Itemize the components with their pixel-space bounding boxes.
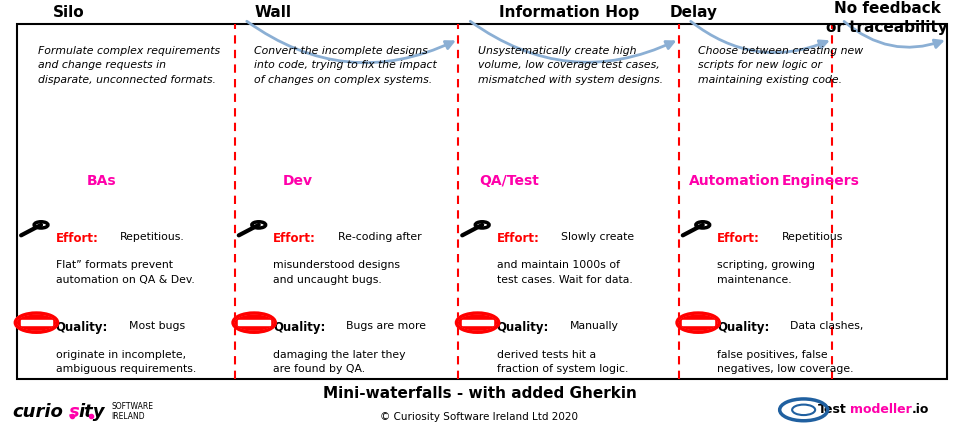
Text: Repetitious.: Repetitious. [120, 232, 185, 242]
Circle shape [15, 313, 58, 332]
Text: Manually: Manually [570, 321, 619, 331]
Text: Effort:: Effort: [273, 232, 316, 245]
Text: Most bugs: Most bugs [129, 321, 185, 331]
Text: Silo: Silo [53, 5, 84, 20]
Text: originate in incomplete,
ambiguous requirements.: originate in incomplete, ambiguous requi… [56, 350, 196, 374]
Text: Effort:: Effort: [56, 232, 99, 245]
Text: or traceability: or traceability [827, 20, 947, 34]
Bar [17, 24, 947, 379]
Bar [683, 320, 714, 325]
Text: derived tests hit a
fraction of system logic.: derived tests hit a fraction of system l… [497, 350, 628, 374]
Text: Bugs are more: Bugs are more [346, 321, 426, 331]
Text: curio: curio [12, 403, 63, 421]
Text: Engineers: Engineers [782, 174, 859, 188]
Text: Slowly create: Slowly create [561, 232, 634, 242]
Text: © Curiosity Software Ireland Ltd 2020: © Curiosity Software Ireland Ltd 2020 [381, 412, 578, 422]
Text: Quality:: Quality: [497, 321, 550, 334]
Bar [238, 320, 270, 325]
Text: scripting, growing
maintenance.: scripting, growing maintenance. [717, 260, 815, 285]
Text: Test: Test [818, 403, 847, 416]
Text: s: s [69, 403, 80, 421]
Text: Repetitious: Repetitious [782, 232, 843, 242]
Circle shape [456, 313, 499, 332]
Text: Data clashes,: Data clashes, [790, 321, 864, 331]
Bar [21, 320, 53, 325]
Text: Quality:: Quality: [56, 321, 108, 334]
Text: Dev: Dev [283, 174, 313, 188]
Text: Choose between creating new
scripts for new logic or
maintaining existing code.: Choose between creating new scripts for … [698, 46, 863, 85]
Text: misunderstood designs
and uncaught bugs.: misunderstood designs and uncaught bugs. [273, 260, 400, 285]
Text: Flat” formats prevent
automation on QA & Dev.: Flat” formats prevent automation on QA &… [56, 260, 195, 285]
Text: Mini-waterfalls - with added Gherkin: Mini-waterfalls - with added Gherkin [322, 386, 637, 401]
Text: Quality:: Quality: [717, 321, 770, 334]
Circle shape [233, 313, 275, 332]
Text: and maintain 1000s of
test cases. Wait for data.: and maintain 1000s of test cases. Wait f… [497, 260, 633, 285]
Text: Formulate complex requirements
and change requests in
disparate, unconnected for: Formulate complex requirements and chang… [38, 46, 221, 85]
Text: BAs: BAs [86, 174, 116, 188]
Text: Wall: Wall [254, 5, 292, 20]
Text: modeller: modeller [850, 403, 911, 416]
Text: Unsystematically create high
volume, low coverage test cases,
mismatched with sy: Unsystematically create high volume, low… [478, 46, 663, 85]
Text: Effort:: Effort: [717, 232, 760, 245]
Text: Effort:: Effort: [497, 232, 540, 245]
Text: .io: .io [912, 403, 929, 416]
Text: Re-coding after: Re-coding after [338, 232, 421, 242]
Text: Quality:: Quality: [273, 321, 326, 334]
Text: Automation: Automation [689, 174, 780, 188]
Text: QA/Test: QA/Test [480, 174, 539, 188]
Text: ity: ity [79, 403, 105, 421]
Bar [462, 320, 493, 325]
Text: No feedback: No feedback [833, 1, 941, 16]
Text: damaging the later they
are found by QA.: damaging the later they are found by QA. [273, 350, 406, 374]
Text: Information Hop: Information Hop [499, 5, 639, 20]
Circle shape [677, 313, 719, 332]
Text: Convert the incomplete designs
into code, trying to fix the impact
of changes on: Convert the incomplete designs into code… [254, 46, 437, 85]
Text: SOFTWARE
IRELAND: SOFTWARE IRELAND [111, 402, 153, 421]
Text: Delay: Delay [669, 5, 717, 20]
Text: false positives, false
negatives, low coverage.: false positives, false negatives, low co… [717, 350, 854, 374]
